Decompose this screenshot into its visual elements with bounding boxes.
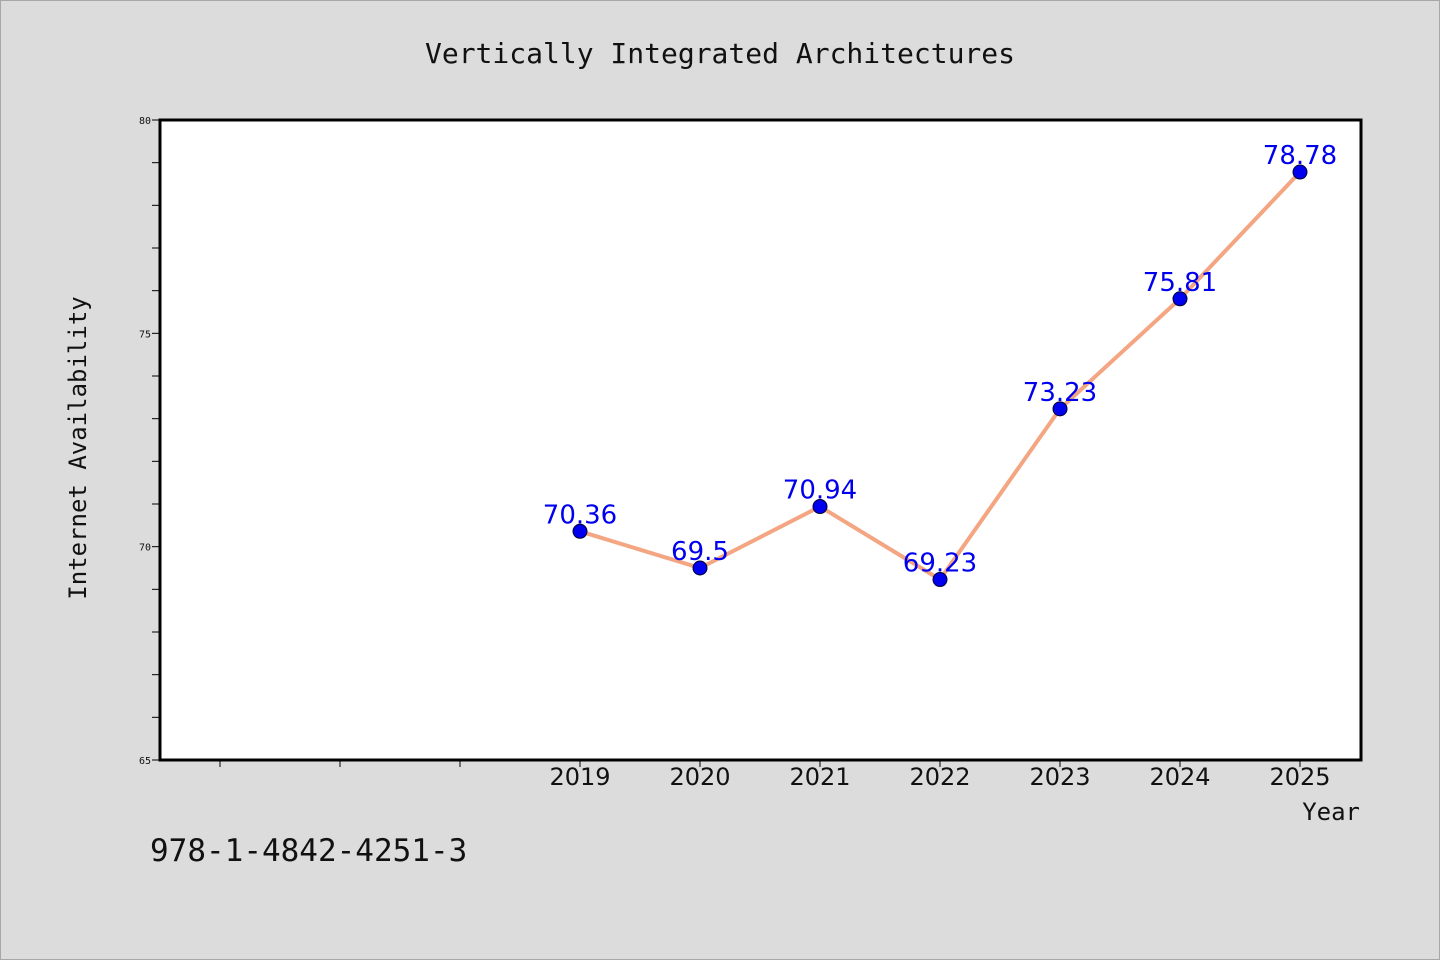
data-label: 70.94 [783,476,857,506]
y-tick-label: 75 [139,329,151,340]
x-tick-label: 2023 [1029,763,1090,791]
x-tick-label: 2022 [909,763,970,791]
data-point [1052,401,1068,417]
y-tick-label: 80 [139,116,151,127]
data-label: 69.23 [903,549,977,579]
chart-title: Vertically Integrated Architectures [425,37,1015,70]
x-axis-label: Year [1302,798,1360,826]
data-label: 69.5 [671,537,729,567]
y-tick-label: 70 [139,543,151,554]
data-label: 70.36 [543,500,617,530]
data-label: 78.78 [1263,141,1337,171]
plot-area [158,118,1363,762]
series-layer: 70.36 69.5 70.94 69.23 73.23 75.81 78.78 [543,141,1337,588]
x-tick-label: 2025 [1269,763,1330,791]
y-tick-label: 65 [139,756,151,767]
y-axis-label: Internet Availability [64,296,92,599]
x-tick-label: 2024 [1149,763,1210,791]
x-axis: 2019 2020 2021 2022 2023 2024 2025 [219,760,1331,791]
data-point [692,560,708,576]
data-point [812,499,828,515]
data-point [932,572,948,588]
data-point [572,523,588,539]
data-label: 73.23 [1023,378,1097,408]
x-tick-label: 2020 [669,763,730,791]
y-axis: 65 70 75 80 [139,116,160,767]
data-label: 75.81 [1143,268,1217,298]
data-point [1172,291,1188,307]
x-tick-label: 2019 [549,763,610,791]
data-point [1292,164,1308,180]
x-tick-label: 2021 [789,763,850,791]
isbn-text: 978-1-4842-4251-3 [150,833,468,869]
